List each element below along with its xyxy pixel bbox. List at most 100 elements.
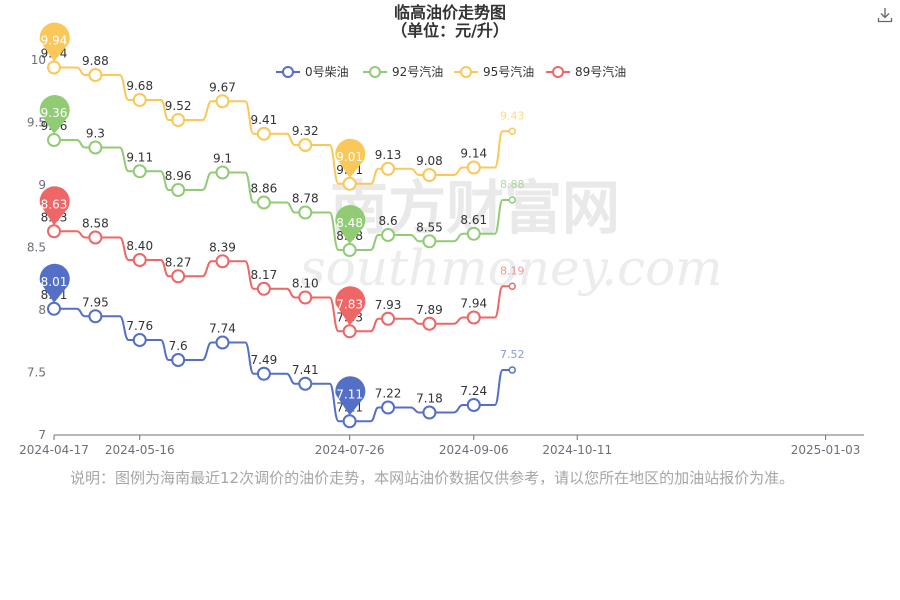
data-point-diesel-0 xyxy=(47,301,61,316)
x-tick-label: 2024-09-06 xyxy=(439,443,509,457)
data-label-gasoline-95: 9.52 xyxy=(165,99,192,113)
max-pin-gasoline-95-label: 9.94 xyxy=(41,34,68,48)
data-label-gasoline-95: 9.14 xyxy=(460,147,487,161)
data-label-diesel-0: 7.6 xyxy=(169,339,188,353)
data-label-gasoline-92: 8.86 xyxy=(251,182,278,196)
data-point-gasoline-89 xyxy=(132,253,147,267)
data-label-gasoline-92: 8.61 xyxy=(460,213,487,227)
min-pin-gasoline-95-label: 9.01 xyxy=(336,150,363,164)
data-label-gasoline-89: 8.40 xyxy=(126,239,153,253)
data-point-gasoline-89 xyxy=(298,290,313,305)
data-point-gasoline-95 xyxy=(422,168,437,182)
data-label-diesel-0: 7.74 xyxy=(209,322,236,336)
chart-footnote: 说明：图例为海南最近12次调价的油价走势，本网站油价数据仅供参考，请以您所在地区… xyxy=(70,469,795,487)
data-point-gasoline-95 xyxy=(466,160,481,175)
data-label-gasoline-92: 8.78 xyxy=(292,192,319,206)
data-label-gasoline-92: 9.11 xyxy=(126,150,153,164)
data-point-gasoline-95 xyxy=(132,93,147,107)
min-pin-gasoline-92-label: 8.48 xyxy=(336,216,363,230)
data-point-gasoline-89 xyxy=(215,254,230,269)
x-tick-label: 2024-05-16 xyxy=(105,443,175,457)
max-pin-gasoline-89-marker xyxy=(39,186,70,226)
data-label-gasoline-95: 9.41 xyxy=(251,113,278,127)
series-line-gasoline-95 xyxy=(54,66,513,185)
legend-label-gasoline-95: 95号汽油 xyxy=(483,64,534,79)
data-point-gasoline-89 xyxy=(466,310,481,325)
min-pin-gasoline-89-label: 7.83 xyxy=(336,297,363,311)
data-point-gasoline-89 xyxy=(88,230,103,245)
data-label-diesel-0: 7.24 xyxy=(460,384,487,398)
y-tick-label: 7.5 xyxy=(27,366,46,380)
chart-title-main: 临高油价走势图 xyxy=(393,3,506,22)
data-point-gasoline-92 xyxy=(88,140,103,155)
max-pin-gasoline-92-label: 9.36 xyxy=(41,106,68,120)
data-point-gasoline-95 xyxy=(508,127,516,135)
legend-label-diesel-0: 0号柴油 xyxy=(305,65,349,79)
series-line-gasoline-89 xyxy=(54,230,513,333)
data-label-gasoline-92: 8.96 xyxy=(165,169,192,183)
legend-marker-gasoline-92 xyxy=(369,66,381,78)
data-point-gasoline-92 xyxy=(466,226,481,241)
legend-marker-diesel-0 xyxy=(282,66,294,78)
max-pin-diesel-0-marker xyxy=(39,263,70,303)
data-point-gasoline-92 xyxy=(171,183,186,197)
data-point-gasoline-89 xyxy=(171,269,186,284)
max-pin-diesel-0-label: 8.01 xyxy=(41,275,68,289)
x-tick-label: 2025-01-03 xyxy=(791,443,861,457)
data-label-gasoline-95: 9.32 xyxy=(292,124,319,138)
x-tick-label: 2024-07-26 xyxy=(315,443,385,457)
min-pin-gasoline-89-marker xyxy=(335,286,366,326)
data-point-diesel-0 xyxy=(508,366,516,374)
data-label-gasoline-89: 7.93 xyxy=(375,298,402,312)
download-icon-glyph xyxy=(877,8,893,23)
data-point-gasoline-92 xyxy=(422,234,437,249)
x-tick-label: 2024-10-11 xyxy=(542,443,612,457)
data-point-diesel-0 xyxy=(342,414,357,429)
data-label-gasoline-95: 9.68 xyxy=(126,79,153,93)
chart-title-unit: （单位：元/升） xyxy=(391,21,509,40)
data-label-gasoline-89: 7.94 xyxy=(460,297,487,311)
data-point-gasoline-95 xyxy=(47,60,61,75)
data-point-diesel-0 xyxy=(381,400,396,415)
chart-title: 临高油价走势图 （单位：元/升） xyxy=(0,4,900,40)
data-label-gasoline-92: 8.88 xyxy=(500,178,525,191)
data-point-gasoline-89 xyxy=(342,324,357,339)
data-point-diesel-0 xyxy=(422,405,437,420)
y-tick-label: 7 xyxy=(38,428,46,442)
download-icon[interactable] xyxy=(876,6,894,24)
min-pin-diesel-0-marker xyxy=(335,376,366,416)
data-label-gasoline-92: 9.3 xyxy=(86,127,105,141)
max-pin-gasoline-95-marker xyxy=(39,22,70,62)
min-pin-gasoline-95-marker xyxy=(335,138,366,178)
data-point-diesel-0 xyxy=(256,366,271,381)
data-point-gasoline-95 xyxy=(381,161,396,176)
max-pin-gasoline-92-marker xyxy=(39,95,70,134)
y-tick-label: 9.5 xyxy=(27,116,46,130)
y-tick-label: 9 xyxy=(38,178,46,192)
data-point-gasoline-95 xyxy=(298,138,313,152)
data-point-gasoline-89 xyxy=(47,224,61,239)
data-label-diesel-0: 7.49 xyxy=(251,353,278,367)
data-label-gasoline-92: 8.55 xyxy=(416,220,443,234)
data-point-gasoline-92 xyxy=(132,164,147,179)
data-point-diesel-0 xyxy=(298,376,313,391)
y-tick-label: 8 xyxy=(38,303,46,317)
data-label-gasoline-92: 9.1 xyxy=(213,152,232,166)
data-label-gasoline-95: 9.08 xyxy=(416,154,443,168)
legend-label-gasoline-89: 89号汽油 xyxy=(575,64,626,79)
data-label-diesel-0: 7.52 xyxy=(500,348,525,361)
data-point-gasoline-95 xyxy=(171,113,186,127)
legend-marker-gasoline-95 xyxy=(460,66,472,78)
data-point-diesel-0 xyxy=(132,333,147,347)
data-label-diesel-0: 7.41 xyxy=(292,363,319,377)
data-label-gasoline-95: 9.13 xyxy=(375,148,402,162)
data-label-gasoline-95: 9.43 xyxy=(500,109,525,122)
data-label-gasoline-92: 8.6 xyxy=(379,214,398,228)
data-point-gasoline-92 xyxy=(381,228,396,242)
data-point-gasoline-89 xyxy=(381,311,396,326)
min-pin-gasoline-92-marker xyxy=(335,205,366,244)
legend-label-gasoline-92: 92号汽油 xyxy=(392,64,443,79)
legend-marker-gasoline-89 xyxy=(552,66,564,78)
max-pin-gasoline-89-label: 8.63 xyxy=(41,197,68,211)
